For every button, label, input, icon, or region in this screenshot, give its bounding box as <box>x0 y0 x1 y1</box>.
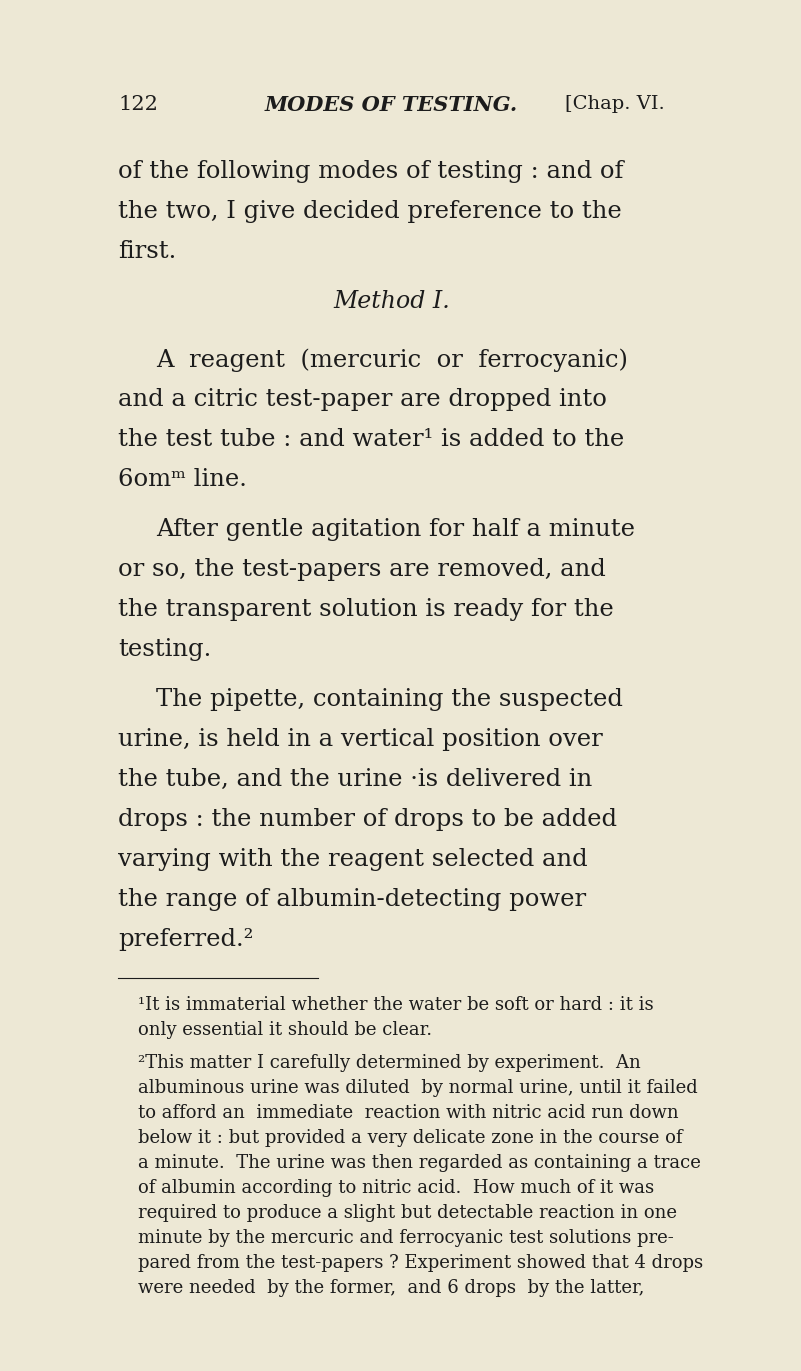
Text: were needed  by the former,  and 6 drops  by the latter,: were needed by the former, and 6 drops b… <box>138 1279 644 1297</box>
Text: first.: first. <box>118 240 176 263</box>
Text: testing.: testing. <box>118 638 211 661</box>
Text: The pipette, containing the suspected: The pipette, containing the suspected <box>156 688 623 712</box>
Text: of albumin according to nitric acid.  How much of it was: of albumin according to nitric acid. How… <box>138 1179 654 1197</box>
Text: A  reagent  (mercuric  or  ferrocyanic): A reagent (mercuric or ferrocyanic) <box>156 348 628 372</box>
Text: albuminous urine was diluted  by normal urine, until it failed: albuminous urine was diluted by normal u… <box>138 1079 698 1097</box>
Text: 122: 122 <box>118 95 158 114</box>
Text: the test tube : and water¹ is added to the: the test tube : and water¹ is added to t… <box>118 428 624 451</box>
Text: 6omᵐ line.: 6omᵐ line. <box>118 468 247 491</box>
Text: After gentle agitation for half a minute: After gentle agitation for half a minute <box>156 518 635 542</box>
Text: only essential it should be clear.: only essential it should be clear. <box>138 1021 432 1039</box>
Text: to afford an  immediate  reaction with nitric acid run down: to afford an immediate reaction with nit… <box>138 1104 678 1121</box>
Text: minute by the mercuric and ferrocyanic test solutions pre-: minute by the mercuric and ferrocyanic t… <box>138 1228 674 1248</box>
Text: ²This matter I carefully determined by experiment.  An: ²This matter I carefully determined by e… <box>138 1054 641 1072</box>
Text: and a citric test-paper are dropped into: and a citric test-paper are dropped into <box>118 388 607 411</box>
Text: required to produce a slight but detectable reaction in one: required to produce a slight but detecta… <box>138 1204 677 1222</box>
Text: varying with the reagent selected and: varying with the reagent selected and <box>118 849 588 871</box>
Text: drops : the number of drops to be added: drops : the number of drops to be added <box>118 808 617 831</box>
Text: the transparent solution is ready for the: the transparent solution is ready for th… <box>118 598 614 621</box>
Text: or so, the test-papers are removed, and: or so, the test-papers are removed, and <box>118 558 606 581</box>
Text: the tube, and the urine ·is delivered in: the tube, and the urine ·is delivered in <box>118 768 592 791</box>
Text: the two, I give decided preference to the: the two, I give decided preference to th… <box>118 200 622 223</box>
Text: [Chap. VI.: [Chap. VI. <box>566 95 665 112</box>
Text: Method I.: Method I. <box>333 291 450 313</box>
Text: urine, is held in a vertical position over: urine, is held in a vertical position ov… <box>118 728 602 751</box>
Text: of the following modes of testing : and of: of the following modes of testing : and … <box>118 160 623 182</box>
Text: the range of albumin-detecting power: the range of albumin-detecting power <box>118 888 586 910</box>
Text: a minute.  The urine was then regarded as containing a trace: a minute. The urine was then regarded as… <box>138 1154 701 1172</box>
Text: below it : but provided a very delicate zone in the course of: below it : but provided a very delicate … <box>138 1128 682 1148</box>
Text: MODES OF TESTING.: MODES OF TESTING. <box>265 95 518 115</box>
Text: ¹It is immaterial whether the water be soft or hard : it is: ¹It is immaterial whether the water be s… <box>138 995 654 1015</box>
Text: preferred.²: preferred.² <box>118 928 253 951</box>
Text: pared from the test-papers ? Experiment showed that 4 drops: pared from the test-papers ? Experiment … <box>138 1254 703 1272</box>
